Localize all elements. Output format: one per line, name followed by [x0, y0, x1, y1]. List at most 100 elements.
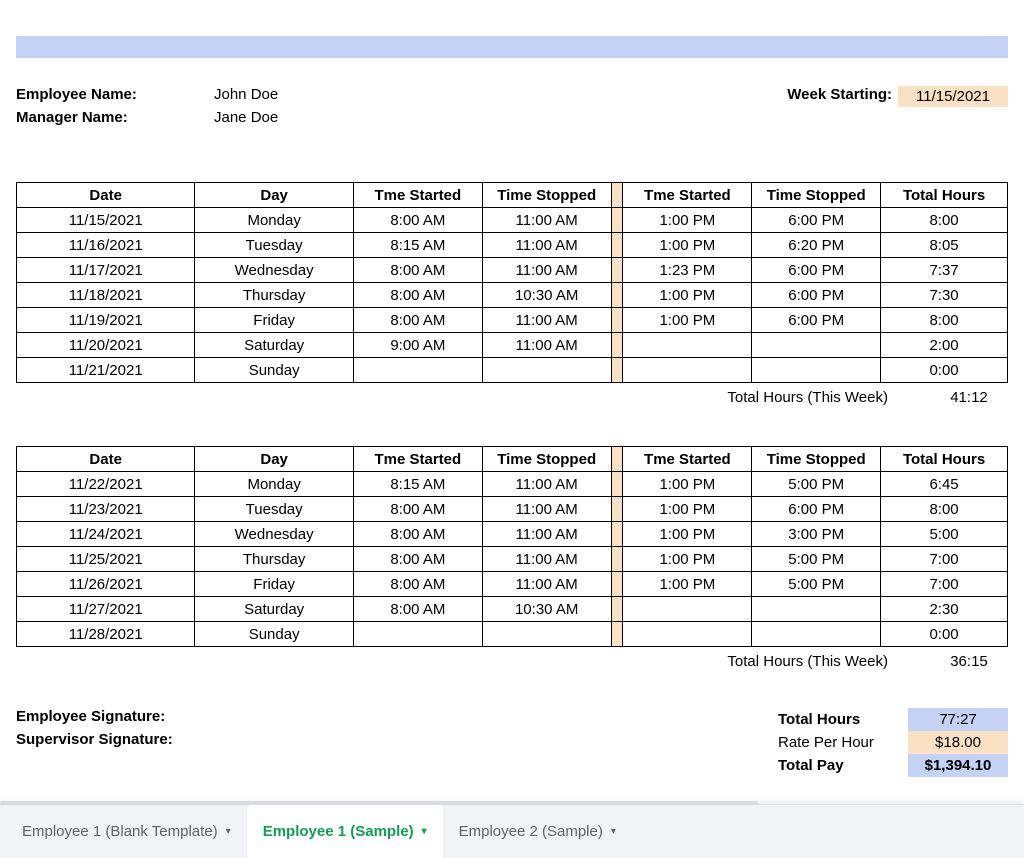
cell[interactable] [752, 597, 881, 622]
table-row[interactable]: 11/21/2021Sunday0:00 [17, 358, 1008, 383]
cell[interactable]: 11/24/2021 [17, 522, 195, 547]
cell[interactable]: 0:00 [881, 622, 1008, 647]
cell[interactable]: 8:00 AM [353, 547, 482, 572]
timesheet-week1-table[interactable]: DateDayTme StartedTime StoppedTme Starte… [16, 182, 1008, 383]
cell[interactable] [752, 358, 881, 383]
table-row[interactable]: 11/22/2021Monday8:15 AM11:00 AM 1:00 PM5:… [17, 472, 1008, 497]
chevron-down-icon[interactable]: ▾ [611, 826, 616, 837]
cell[interactable] [623, 358, 752, 383]
cell[interactable]: 9:00 AM [353, 333, 482, 358]
cell[interactable]: Saturday [195, 333, 354, 358]
cell[interactable]: 0:00 [881, 358, 1008, 383]
cell[interactable]: 8:00 [881, 308, 1008, 333]
cell[interactable]: Thursday [195, 283, 354, 308]
cell[interactable]: 1:00 PM [623, 522, 752, 547]
cell[interactable]: 8:15 AM [353, 472, 482, 497]
cell[interactable]: 1:00 PM [623, 572, 752, 597]
cell[interactable]: 8:00 [881, 497, 1008, 522]
cell[interactable] [353, 358, 482, 383]
cell[interactable]: 2:00 [881, 333, 1008, 358]
cell[interactable]: 8:00 AM [353, 208, 482, 233]
cell[interactable]: 11/28/2021 [17, 622, 195, 647]
table-row[interactable]: 11/17/2021Wednesday8:00 AM11:00 AM1:23 P… [17, 258, 1008, 283]
cell[interactable] [752, 333, 881, 358]
cell[interactable]: 11/26/2021 [17, 572, 195, 597]
cell[interactable]: 11:00 AM [482, 333, 611, 358]
cell[interactable]: 11:00 AM [482, 572, 611, 597]
cell[interactable]: 8:00 AM [353, 283, 482, 308]
rate-per-hour-value[interactable]: $18.00 [908, 731, 1008, 754]
table-row[interactable]: 11/27/2021Saturday8:00 AM10:30 AM2:30 [17, 597, 1008, 622]
manager-name-value[interactable]: Jane Doe [214, 109, 278, 126]
cell[interactable]: 11/17/2021 [17, 258, 195, 283]
table-row[interactable]: 11/26/2021Friday8:00 AM11:00 AM 1:00 PM5:… [17, 572, 1008, 597]
cell[interactable]: 10:30 AM [482, 597, 611, 622]
cell[interactable]: 8:00 [881, 208, 1008, 233]
employee-name-value[interactable]: John Doe [214, 86, 278, 103]
tabs-scrollbar[interactable] [0, 801, 758, 805]
cell[interactable]: 11/23/2021 [17, 497, 195, 522]
table-row[interactable]: 11/16/2021Tuesday8:15 AM11:00 AM1:00 PM6… [17, 233, 1008, 258]
cell[interactable]: 8:00 AM [353, 522, 482, 547]
table-row[interactable]: 11/24/2021Wednesday8:00 AM11:00 AM1:00 P… [17, 522, 1008, 547]
cell[interactable]: 11:00 AM [482, 547, 611, 572]
timesheet-week2-table[interactable]: DateDayTme StartedTime StoppedTme Starte… [16, 446, 1008, 647]
cell[interactable]: 11/22/2021 [17, 472, 195, 497]
cell[interactable]: 8:00 AM [353, 572, 482, 597]
cell[interactable]: Friday [195, 308, 354, 333]
cell[interactable]: 7:00 [881, 547, 1008, 572]
week-starting-value[interactable]: 11/15/2021 [898, 86, 1008, 107]
cell[interactable]: 5:00 PM [752, 547, 881, 572]
cell[interactable]: Thursday [195, 547, 354, 572]
cell[interactable] [482, 358, 611, 383]
cell[interactable]: 11:00 AM [482, 522, 611, 547]
cell[interactable]: 5:00 PM [752, 472, 881, 497]
cell[interactable]: 2:30 [881, 597, 1008, 622]
cell[interactable]: Tuesday [195, 233, 354, 258]
cell[interactable]: 1:00 PM [623, 547, 752, 572]
cell[interactable] [752, 622, 881, 647]
cell[interactable]: 1:00 PM [623, 472, 752, 497]
cell[interactable]: 6:45 [881, 472, 1008, 497]
cell[interactable]: 8:00 AM [353, 258, 482, 283]
table-row[interactable]: 11/15/2021Monday8:00 AM11:00 AM1:00 PM6:… [17, 208, 1008, 233]
cell[interactable]: 11/27/2021 [17, 597, 195, 622]
cell[interactable]: 10:30 AM [482, 283, 611, 308]
cell[interactable]: 6:00 PM [752, 258, 881, 283]
cell[interactable]: 3:00 PM [752, 522, 881, 547]
cell[interactable]: 6:00 PM [752, 497, 881, 522]
cell[interactable]: Sunday [195, 358, 354, 383]
cell[interactable]: 8:15 AM [353, 233, 482, 258]
cell[interactable] [353, 622, 482, 647]
cell[interactable]: Monday [195, 472, 354, 497]
cell[interactable]: 7:00 [881, 572, 1008, 597]
cell[interactable]: Friday [195, 572, 354, 597]
sheet-tab[interactable]: Employee 2 (Sample)▾ [443, 805, 632, 858]
cell[interactable]: 7:37 [881, 258, 1008, 283]
cell[interactable]: 7:30 [881, 283, 1008, 308]
cell[interactable]: 11/20/2021 [17, 333, 195, 358]
cell[interactable]: 5:00 [881, 522, 1008, 547]
cell[interactable]: 11:00 AM [482, 497, 611, 522]
cell[interactable]: 8:05 [881, 233, 1008, 258]
cell[interactable]: 1:00 PM [623, 283, 752, 308]
cell[interactable]: 1:00 PM [623, 208, 752, 233]
cell[interactable]: 8:00 AM [353, 308, 482, 333]
table-row[interactable]: 11/28/2021Sunday0:00 [17, 622, 1008, 647]
table-row[interactable]: 11/25/2021Thursday8:00 AM11:00 AM 1:00 PM… [17, 547, 1008, 572]
table-row[interactable]: 11/23/2021Tuesday8:00 AM11:00 AM1:00 PM6… [17, 497, 1008, 522]
cell[interactable]: 11/18/2021 [17, 283, 195, 308]
cell[interactable] [623, 333, 752, 358]
cell[interactable]: 5:00 PM [752, 572, 881, 597]
cell[interactable]: 6:00 PM [752, 283, 881, 308]
cell[interactable] [623, 622, 752, 647]
cell[interactable]: 11:00 AM [482, 472, 611, 497]
cell[interactable]: 11:00 AM [482, 208, 611, 233]
cell[interactable]: 11:00 AM [482, 233, 611, 258]
cell[interactable]: Monday [195, 208, 354, 233]
cell[interactable]: 11:00 AM [482, 258, 611, 283]
cell[interactable]: 11/25/2021 [17, 547, 195, 572]
cell[interactable]: 11/15/2021 [17, 208, 195, 233]
cell[interactable]: 1:00 PM [623, 308, 752, 333]
cell[interactable]: 1:00 PM [623, 233, 752, 258]
